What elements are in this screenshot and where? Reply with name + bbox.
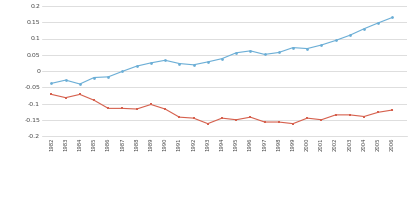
非製造業 xyxy=(77,93,82,96)
製造業 xyxy=(319,44,324,46)
非製造業 xyxy=(134,108,139,110)
非製造業 xyxy=(305,117,310,119)
製造業 xyxy=(234,52,239,54)
製造業 xyxy=(262,53,267,56)
非製造業 xyxy=(49,93,54,96)
非製造業 xyxy=(92,99,97,101)
非製造業 xyxy=(191,117,196,119)
非製造業 xyxy=(390,109,395,111)
非製造業 xyxy=(149,103,154,106)
Line: 非製造業: 非製造業 xyxy=(50,93,394,125)
非製造業 xyxy=(163,108,168,110)
製造業 xyxy=(290,46,295,49)
製造業 xyxy=(134,65,139,67)
製造業 xyxy=(191,64,196,66)
非製造業 xyxy=(376,111,381,113)
非製造業 xyxy=(333,114,338,116)
非製造業 xyxy=(177,116,182,118)
非製造業 xyxy=(361,115,366,118)
非製造業 xyxy=(63,96,68,99)
非製造業 xyxy=(120,107,125,110)
製造業 xyxy=(120,70,125,73)
非製造業 xyxy=(234,119,239,121)
製造業 xyxy=(390,16,395,19)
製造業 xyxy=(347,34,352,36)
非製造業 xyxy=(248,116,253,118)
製造業 xyxy=(205,61,210,63)
製造業 xyxy=(149,62,154,64)
製造業 xyxy=(77,83,82,85)
非製造業 xyxy=(262,121,267,123)
製造業 xyxy=(49,82,54,85)
製造業 xyxy=(305,47,310,50)
非製造業 xyxy=(276,121,281,123)
製造業 xyxy=(92,76,97,79)
非製造業 xyxy=(220,117,225,119)
非製造業 xyxy=(319,119,324,121)
製造業 xyxy=(361,28,366,30)
非製造業 xyxy=(347,114,352,116)
製造業 xyxy=(248,50,253,52)
製造業 xyxy=(376,22,381,24)
製造業 xyxy=(220,57,225,60)
製造業 xyxy=(276,51,281,54)
製造業 xyxy=(177,62,182,65)
非製造業 xyxy=(106,107,111,110)
製造業 xyxy=(333,39,338,42)
非製造業 xyxy=(290,122,295,125)
非製造業 xyxy=(205,122,210,125)
製造業 xyxy=(63,79,68,81)
製造業 xyxy=(163,59,168,61)
製造業 xyxy=(106,76,111,78)
Line: 製造業: 製造業 xyxy=(50,16,394,85)
